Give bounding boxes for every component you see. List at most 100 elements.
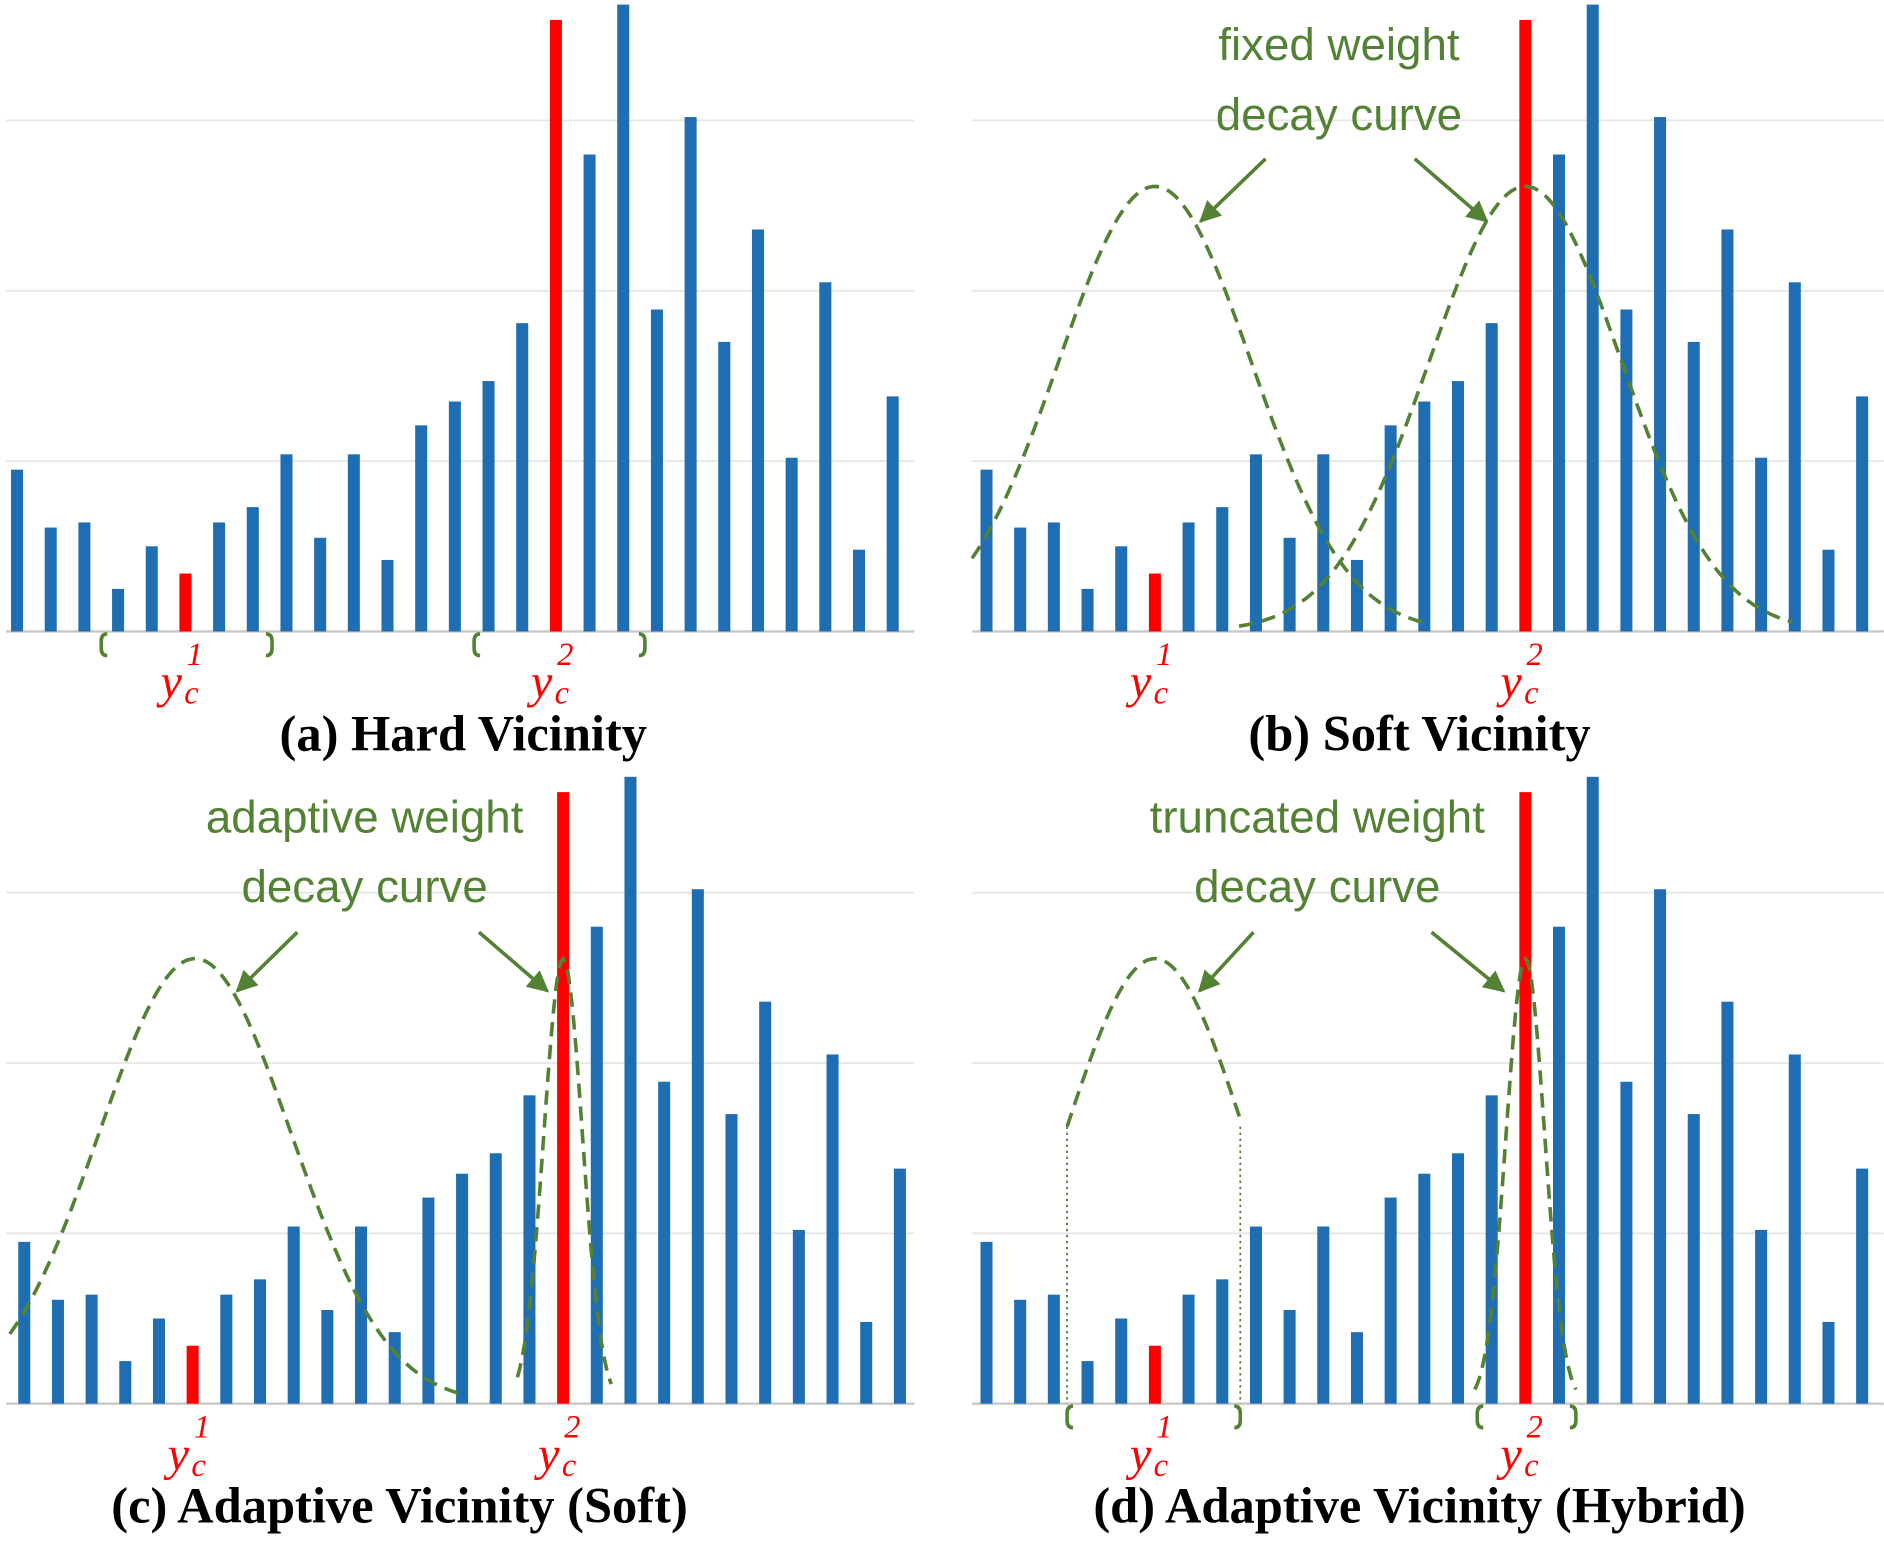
bar [549,19,562,632]
bar [1654,117,1667,632]
bar [1654,889,1667,1404]
arrow [1197,930,1255,993]
bar [489,1153,502,1404]
bar [44,527,57,632]
bar [1148,1345,1161,1404]
bar [819,282,832,632]
bar [152,1318,165,1404]
bracket [265,632,274,658]
bar [1317,454,1330,632]
bar [78,522,91,632]
bar [1283,537,1296,632]
bar [658,1081,671,1404]
bar [1451,1153,1465,1404]
bar [1014,1299,1027,1404]
arrow [1413,157,1489,223]
marker-sub: c [191,1448,206,1484]
marker-sup: 1 [1156,637,1172,673]
bar [1687,341,1700,632]
marker-sup: 2 [1527,637,1543,673]
bar [1519,792,1532,1404]
marker-sup: 2 [557,637,573,673]
bracket [99,632,108,658]
bar [253,1279,267,1404]
bar [1721,1001,1734,1404]
bar [1249,1226,1262,1404]
bar [1350,559,1363,632]
bar [718,341,731,632]
bracket [1475,1404,1484,1430]
marker-sup: 1 [187,637,203,673]
bar [1047,1294,1060,1404]
bar [1115,1318,1128,1404]
bar [112,588,125,632]
bar [1081,1361,1094,1404]
marker-base: y [1125,1428,1152,1481]
weight-curve [8,956,466,1397]
bar [314,537,327,632]
marker-sub: c [1524,676,1539,712]
bracket [472,632,481,658]
marker-sup: 1 [194,1409,210,1445]
bar [1822,549,1835,632]
bar [691,889,704,1404]
bar [347,454,360,632]
bar [1485,1095,1498,1404]
annotation: adaptive weight [206,791,524,842]
bar [1687,1114,1700,1404]
bracket [1065,1404,1074,1430]
bar [1586,4,1599,632]
marker-base: y [526,656,553,709]
bar [886,396,899,632]
bar [1384,1197,1397,1404]
bar [1216,1279,1229,1404]
bar [246,507,259,632]
weight-curve [1065,956,1243,1128]
bar [51,1299,64,1404]
bracket [1569,1404,1578,1430]
bar [220,1294,233,1404]
bar [583,154,596,632]
panel-title: (b) Soft Vicinity [1248,706,1590,762]
bar [684,117,697,632]
bar [388,1332,401,1404]
weight-curve [1473,955,1578,1391]
marker-base: y [163,1428,190,1481]
arrow [1430,930,1506,993]
bar [1519,19,1532,632]
bar [1755,1229,1768,1404]
bar [1721,229,1734,632]
marker-base: y [155,656,182,709]
bar [119,1361,132,1404]
marker-sub: c [562,1448,577,1484]
bar [590,926,603,1404]
panel-title: (d) Adaptive Vicinity (Hybrid) [1093,1478,1745,1534]
bar [1418,1173,1431,1404]
bar [422,1197,435,1404]
marker-sub: c [555,676,570,712]
bar [1553,154,1566,632]
bar [456,1173,469,1404]
arrow [1199,157,1267,223]
panel-title: (a) Hard Vicinity [280,706,648,762]
bar [1451,381,1465,632]
bar [860,1321,873,1404]
bar [1856,1168,1869,1404]
bar [1788,1054,1801,1404]
bar [980,469,993,632]
bar [355,1226,368,1404]
bar [980,1241,993,1404]
annotation: decay curve [1194,861,1440,912]
bar [624,776,637,1404]
bar [1586,776,1599,1404]
bar [381,559,394,632]
panel-title: (c) Adaptive Vicinity (Soft) [111,1478,687,1534]
bar [792,1229,805,1404]
bar [287,1226,300,1404]
marker-sup: 2 [564,1409,580,1445]
bracket [638,632,647,658]
bar [1249,454,1262,632]
bar [751,229,764,632]
bar [1081,588,1094,632]
